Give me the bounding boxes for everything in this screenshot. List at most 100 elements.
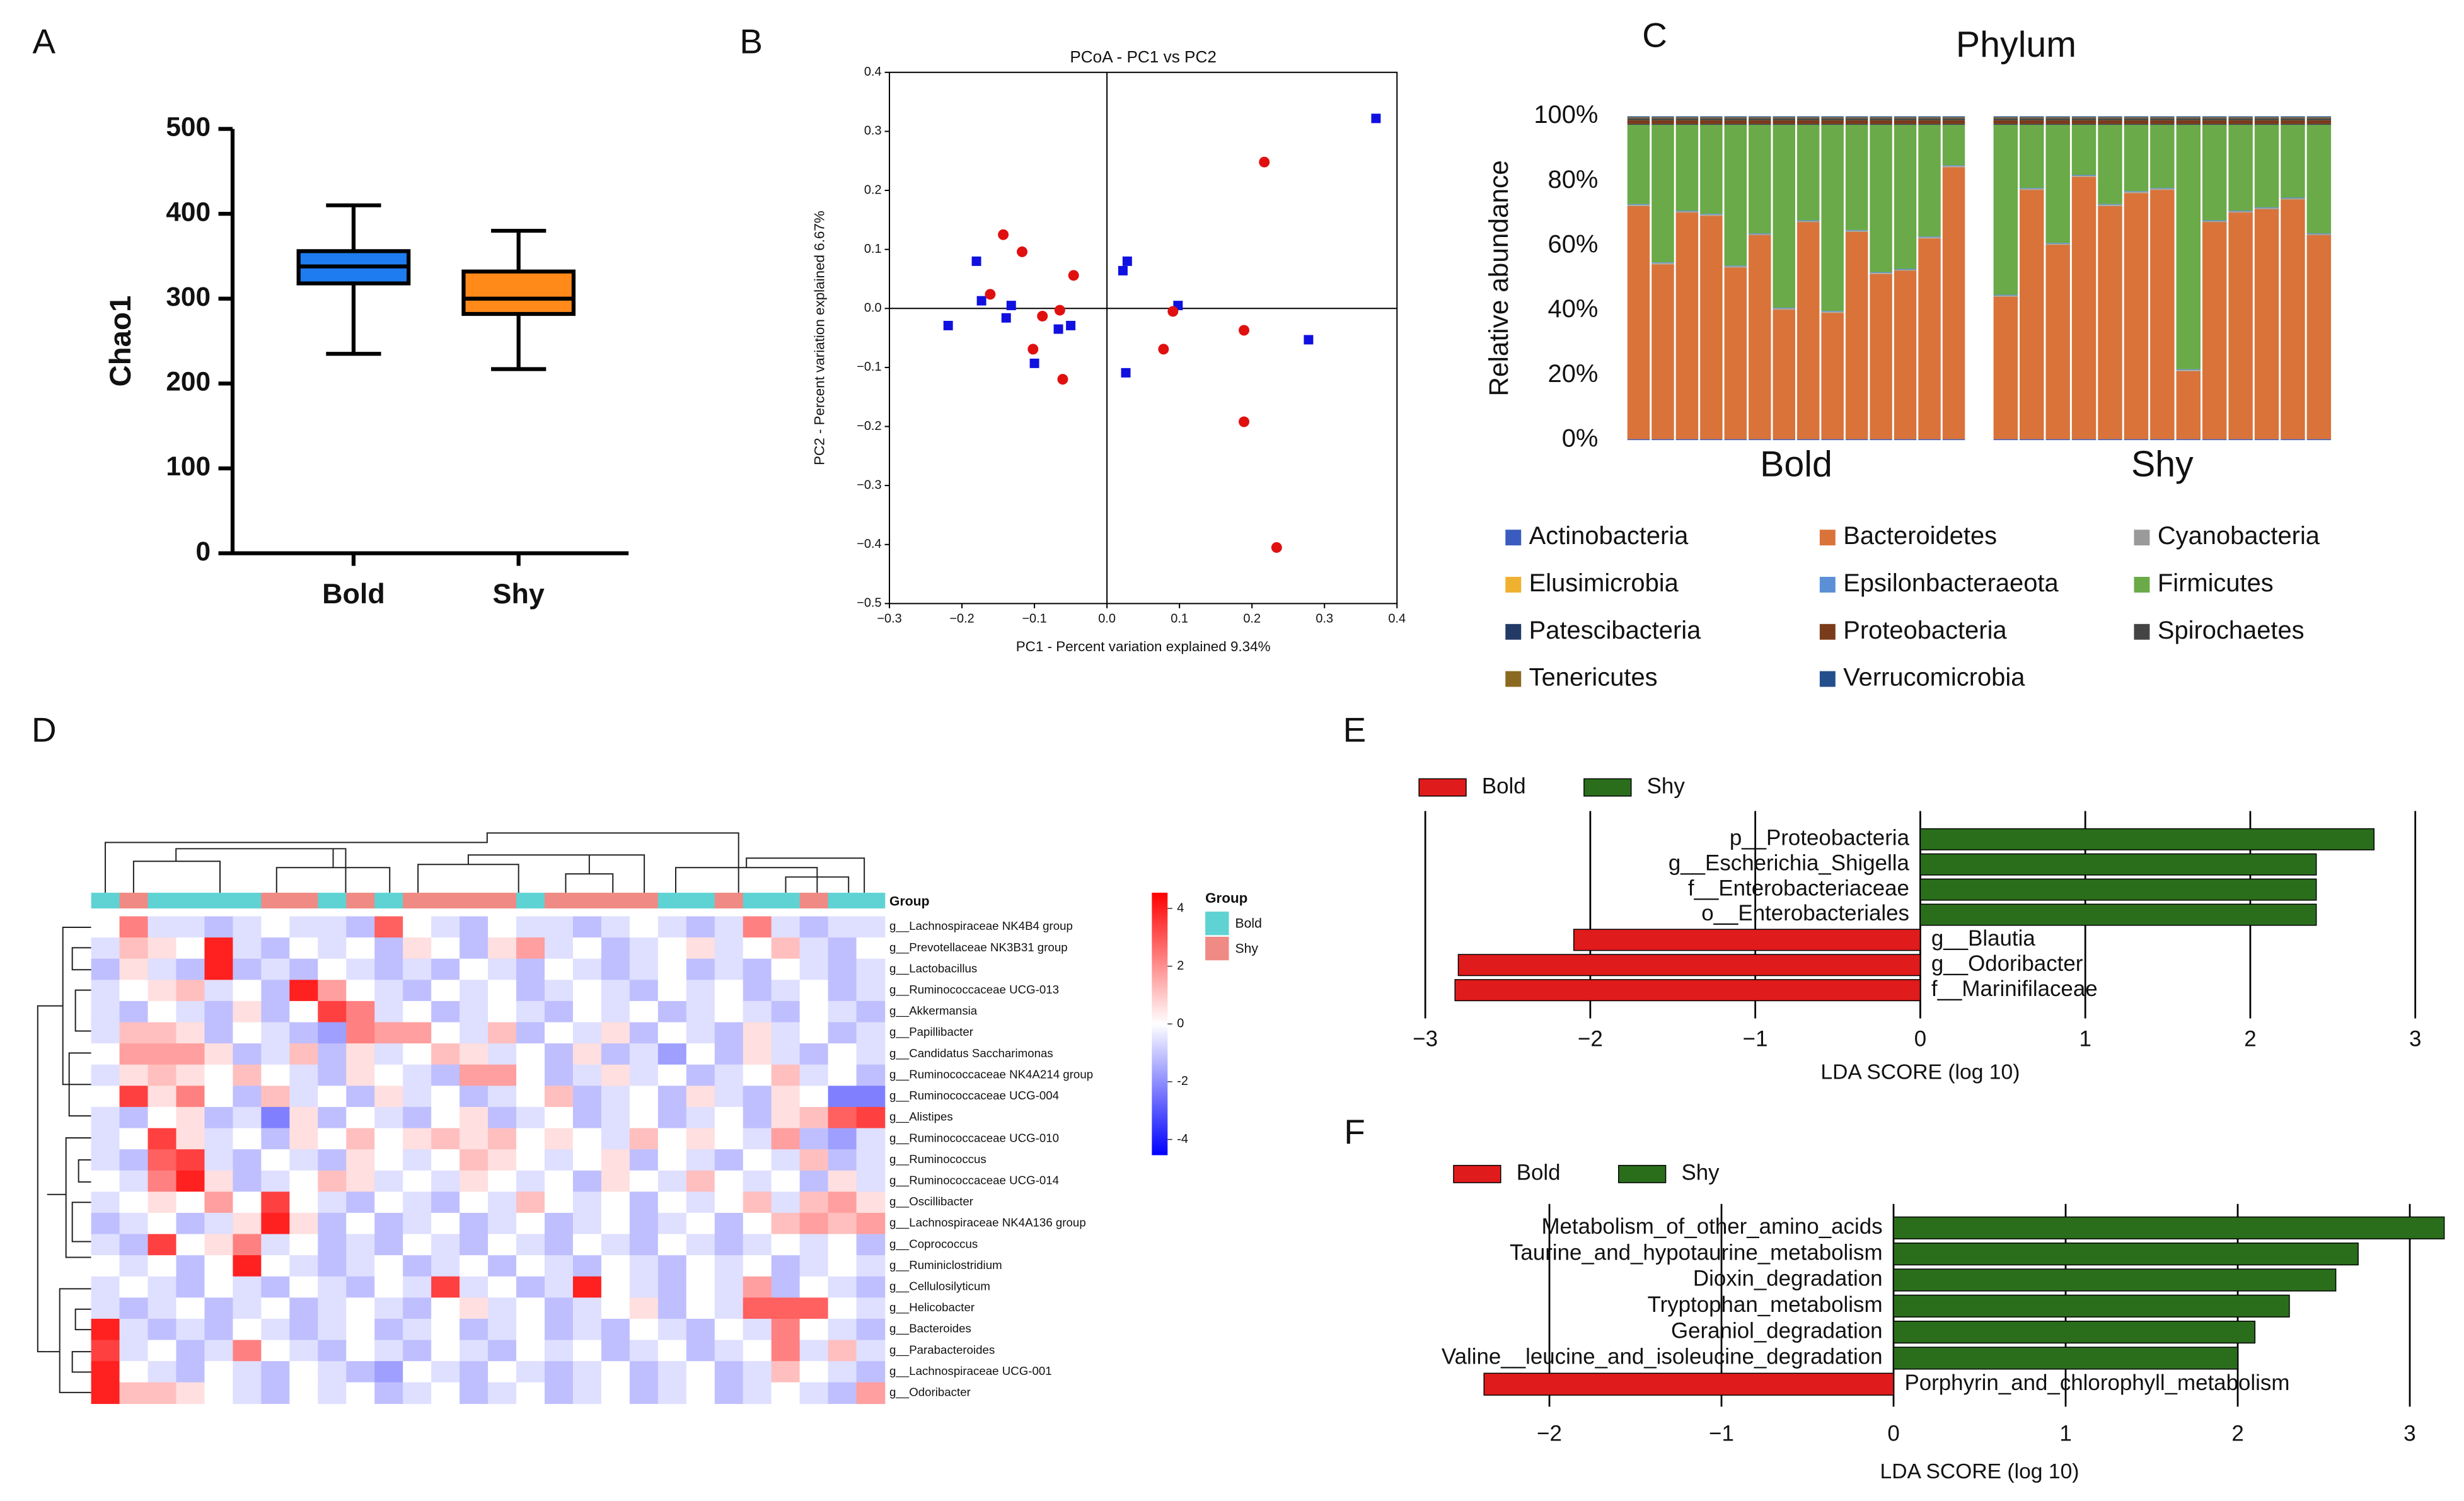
heat-cell <box>856 1149 886 1171</box>
row-label: g__Ruminococcus <box>889 1152 986 1166</box>
heat-cell <box>176 1043 205 1065</box>
heat-cell <box>346 1318 375 1341</box>
heat-cell <box>771 1234 801 1256</box>
heat-cell <box>403 1064 432 1087</box>
heat-cell <box>346 1128 375 1150</box>
legend-label: Elusimicrobia <box>1529 569 1679 597</box>
heat-cell <box>629 1064 659 1087</box>
point <box>976 296 986 306</box>
heat-cell <box>572 1128 602 1150</box>
heat-cell <box>403 1086 432 1108</box>
bar-segment <box>1627 204 1650 206</box>
heat-cell <box>771 1276 801 1299</box>
heat-cell <box>204 1276 234 1299</box>
bar-segment <box>2228 118 2253 120</box>
heat-cell <box>544 1106 574 1129</box>
bar-segment <box>2071 175 2097 177</box>
bar <box>1457 954 1921 977</box>
heat-cell <box>856 1106 886 1129</box>
heat-cell <box>346 1043 375 1065</box>
heat-cell <box>714 916 744 938</box>
x-tick-label: 3 <box>2403 1421 2415 1446</box>
bar-segment <box>1627 439 1650 441</box>
heat-cell <box>204 1318 234 1341</box>
bar-segment <box>2228 120 2253 124</box>
y-tick-label: 300 <box>166 282 211 311</box>
bar-segment <box>2306 233 2332 235</box>
heat-cell <box>572 1318 602 1341</box>
heat-cell <box>714 937 744 959</box>
heat-cell <box>460 1128 489 1150</box>
heat-cell <box>488 1382 517 1405</box>
legend-label: Bacteroidetes <box>1843 522 1997 550</box>
bar-segment <box>2071 124 2097 125</box>
heat-cell <box>374 1086 403 1108</box>
bar-segment <box>2150 120 2175 124</box>
bar-segment <box>1627 205 1650 206</box>
heat-cell <box>743 1128 772 1150</box>
heat-cell <box>318 1043 347 1065</box>
heat-cell <box>233 958 262 981</box>
heat-cell <box>828 937 857 959</box>
bar-segment <box>1773 308 1795 310</box>
heat-cell <box>289 1043 319 1065</box>
heat-cell <box>629 958 659 981</box>
heat-cell <box>176 1276 205 1299</box>
heat-cell <box>828 1255 857 1277</box>
heat-cell <box>799 1318 829 1341</box>
bar <box>1893 1294 2290 1318</box>
heat-cell <box>204 1043 234 1065</box>
bar-segment <box>1796 118 1820 120</box>
bar <box>1919 903 2317 926</box>
heat-cell <box>488 1234 517 1256</box>
bar-segment <box>2228 439 2253 441</box>
bar-segment <box>1894 124 1917 125</box>
heat-cell <box>743 1149 772 1171</box>
heat-cell <box>403 1191 432 1214</box>
bar-segment <box>1700 118 1723 120</box>
row-label: g__Lactobacillus <box>889 961 977 975</box>
bar-segment <box>1894 439 1917 441</box>
heat-cell <box>743 916 772 938</box>
bar-segment <box>2254 116 2279 118</box>
heat-cell <box>289 916 319 938</box>
bar-segment <box>2124 193 2149 439</box>
bar-segment <box>1627 118 1650 120</box>
heat-cell <box>572 958 602 981</box>
heat-cell <box>601 1234 630 1256</box>
heat-cell <box>743 937 772 959</box>
bar <box>1893 1268 2337 1292</box>
heat-cell <box>261 1000 291 1023</box>
heat-cell <box>346 1106 375 1129</box>
heat-cell <box>516 1234 545 1256</box>
bar-segment <box>1724 265 1747 267</box>
bar <box>1919 853 2317 876</box>
bar-segment <box>1870 272 1892 274</box>
bar-segment <box>1894 270 1917 439</box>
heat-cell <box>572 980 602 1002</box>
bar-segment <box>1993 116 2018 118</box>
heat-cell <box>714 1064 744 1087</box>
heat-cell <box>119 1086 149 1108</box>
heat-cell <box>374 1128 403 1150</box>
heat-cell <box>601 1106 630 1129</box>
bar-segment <box>2071 439 2097 441</box>
bar-segment <box>1821 311 1844 313</box>
bar-segment <box>1845 229 1868 231</box>
heat-cell <box>516 1170 545 1193</box>
heat-cell <box>233 1086 262 1108</box>
bar-segment <box>2202 120 2227 124</box>
heat-cell <box>799 1297 829 1319</box>
bar-segment <box>1700 124 1723 125</box>
group-cell <box>516 893 545 909</box>
heat-cell <box>856 1340 886 1362</box>
heat-cell <box>289 1234 319 1256</box>
heat-cell <box>799 1234 829 1256</box>
heat-cell <box>686 958 715 981</box>
bar-segment <box>2176 371 2201 439</box>
bar-segment <box>2098 124 2122 125</box>
bar-segment <box>2150 439 2175 441</box>
group-cell <box>799 893 829 909</box>
group-row-label: Group <box>889 895 930 909</box>
legend-label: Cyanobacteria <box>2158 522 2320 550</box>
